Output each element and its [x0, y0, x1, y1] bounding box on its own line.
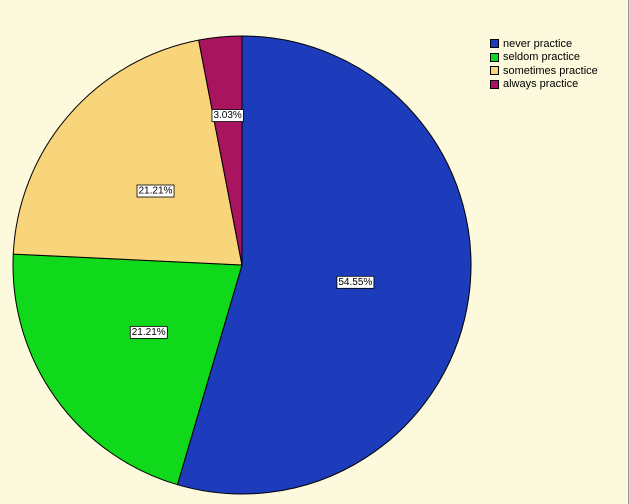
legend-label-never: never practice: [503, 37, 573, 50]
legend-label-always: always practice: [503, 78, 579, 91]
legend-swatch-sometimes: [490, 66, 499, 76]
svg-text:21.21%: 21.21%: [132, 327, 166, 338]
legend-item-sometimes: sometimes practice: [490, 64, 598, 78]
legend-label-sometimes: sometimes practice: [503, 64, 598, 77]
data-label-seldom: 21.21%: [129, 325, 168, 339]
legend-label-seldom: seldom practice: [503, 51, 581, 64]
legend: never practice seldom practice sometimes…: [490, 37, 598, 91]
data-label-never: 54.55%: [336, 275, 375, 289]
data-label-sometimes: 21.21%: [136, 184, 175, 198]
data-label-always: 3.03%: [211, 109, 244, 122]
legend-swatch-seldom: [490, 52, 499, 62]
pie-slice-sometimes: [12, 39, 243, 266]
svg-text:21.21%: 21.21%: [139, 186, 173, 197]
legend-item-always: always practice: [490, 78, 598, 92]
svg-text:3.03%: 3.03%: [213, 110, 241, 121]
legend-item-seldom: seldom practice: [490, 51, 598, 65]
svg-text:54.55%: 54.55%: [338, 277, 372, 288]
legend-swatch-never: [490, 39, 499, 49]
pie-slice-always: [198, 35, 243, 266]
pie-slice-never: [176, 35, 472, 495]
pie-slice-seldom: [12, 253, 243, 486]
legend-item-never: never practice: [490, 37, 598, 51]
legend-swatch-always: [490, 79, 499, 89]
